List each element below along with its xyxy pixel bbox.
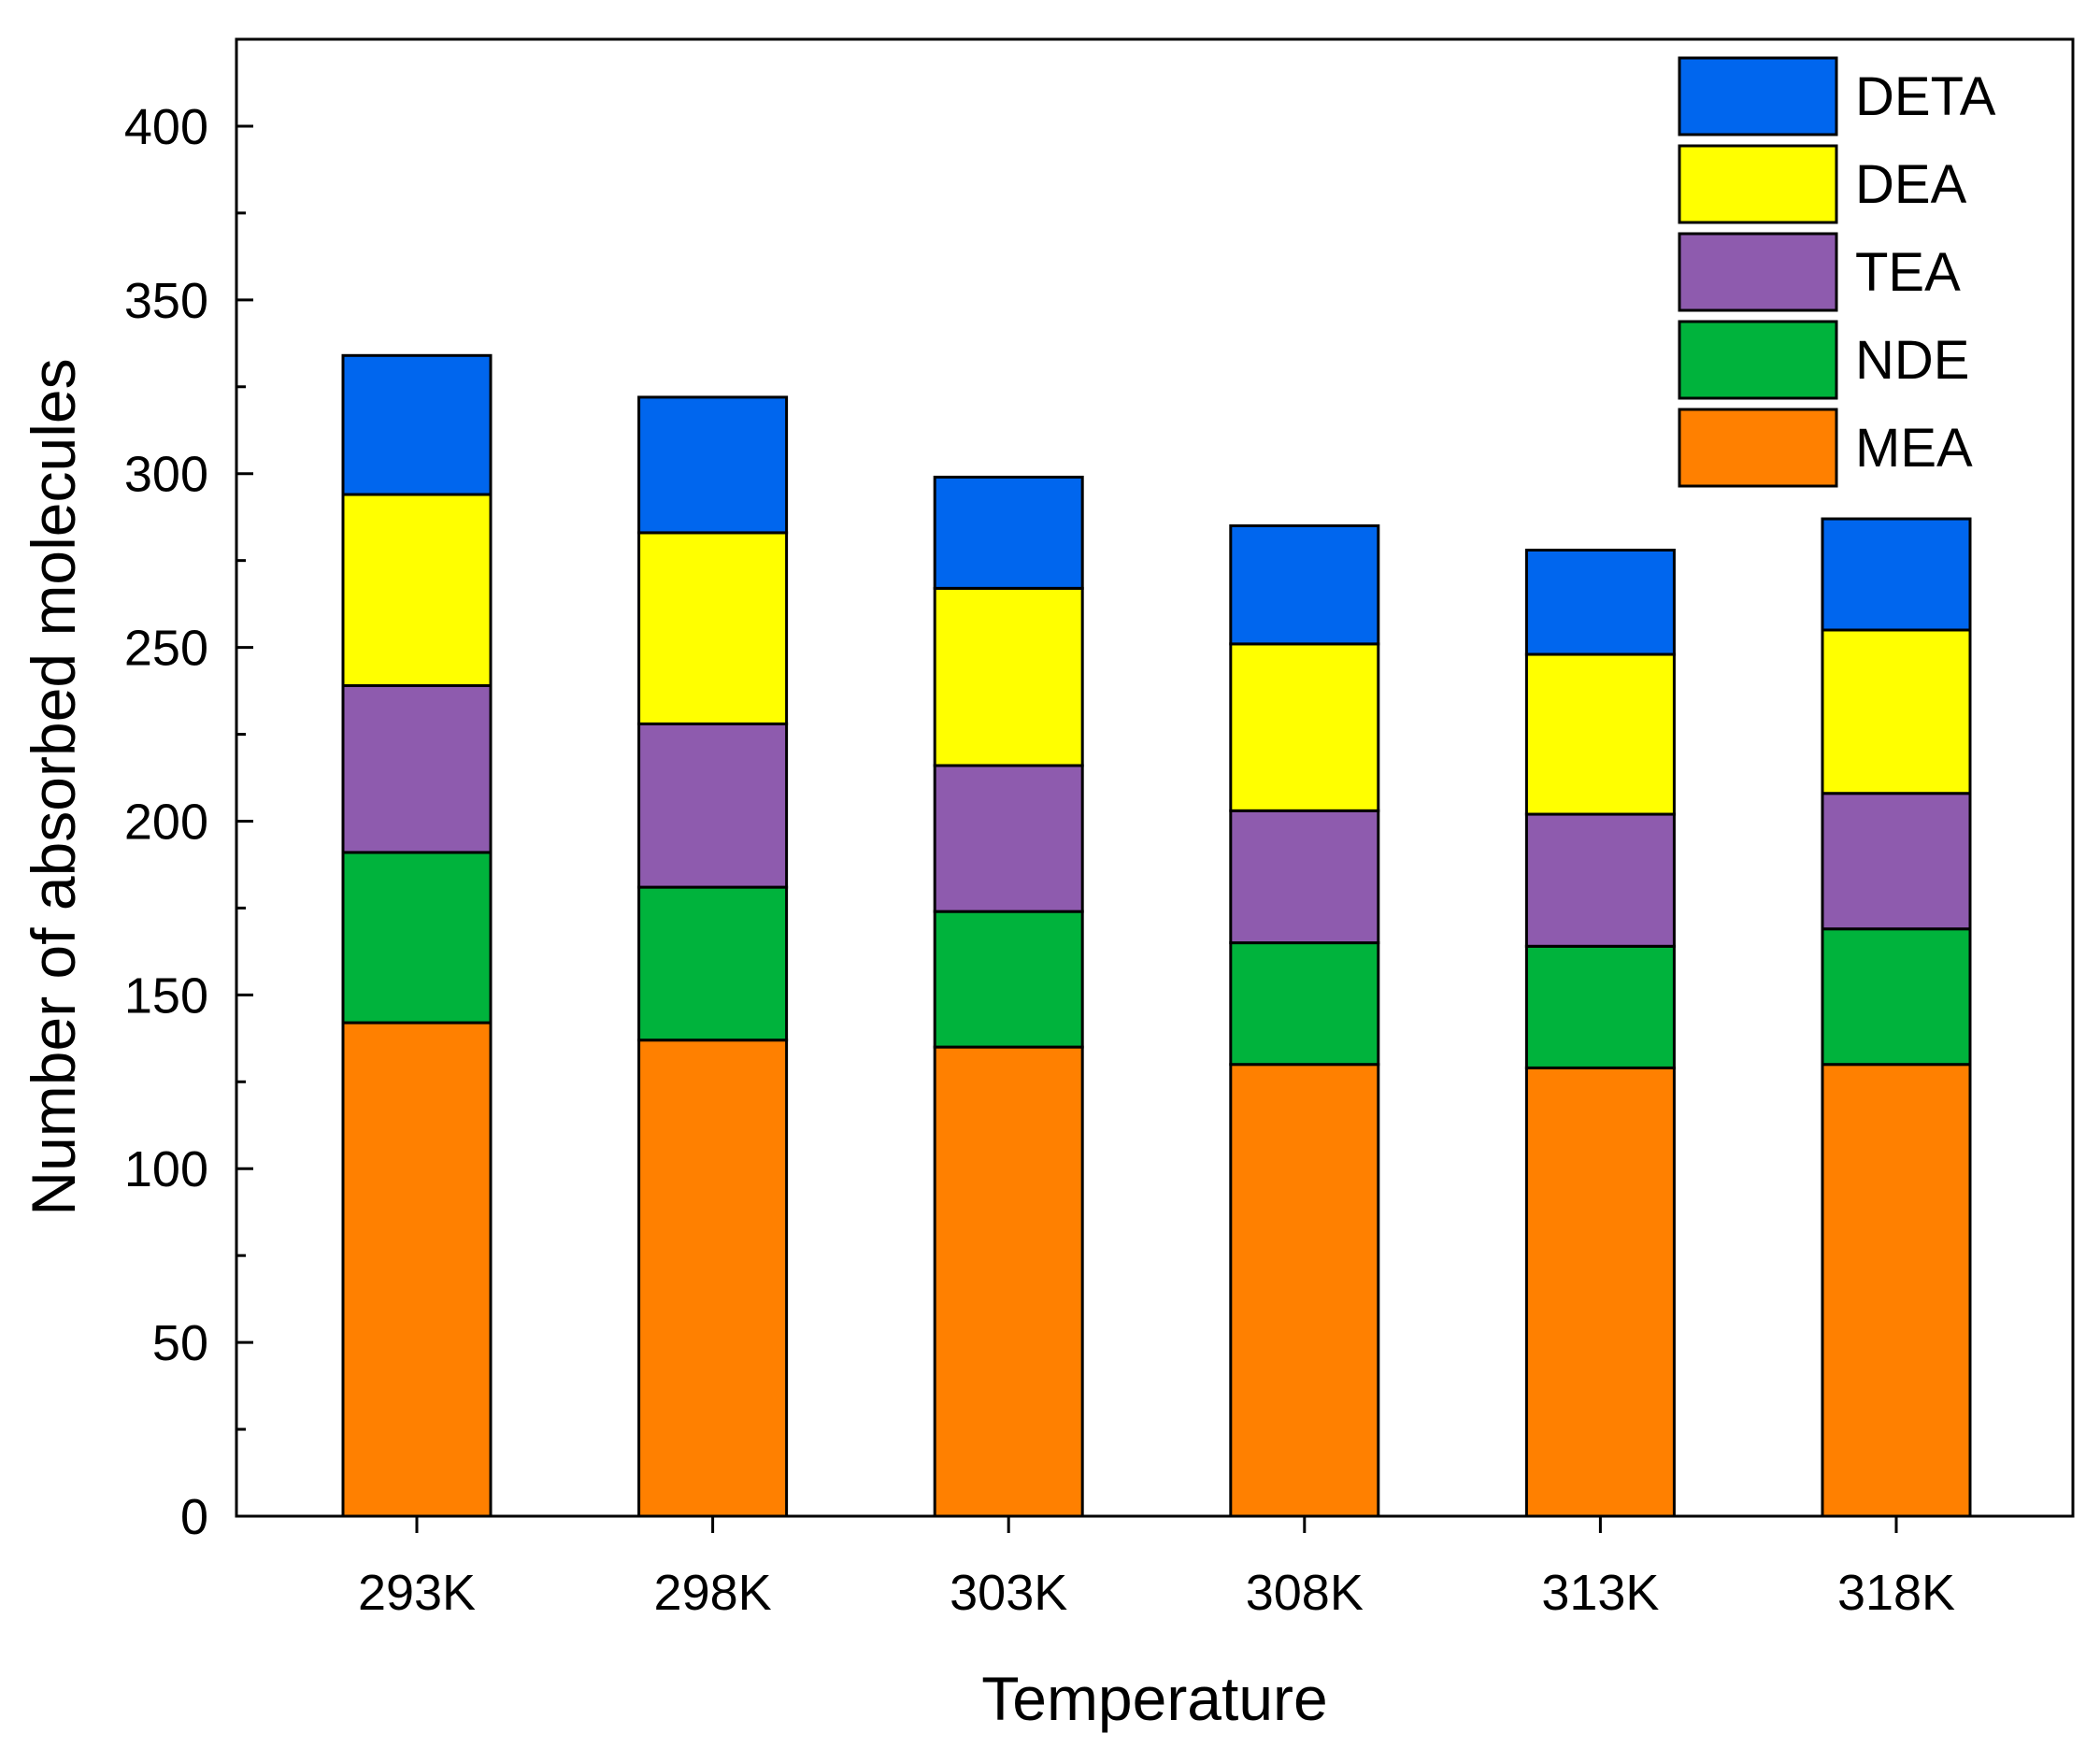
bar-segment-tea-308k: [1229, 809, 1380, 945]
bar-segment-mea-318k: [1821, 1063, 1972, 1518]
legend-swatch-nde: [1678, 320, 1838, 400]
bar-segment-nde-293k: [341, 851, 493, 1024]
y-tick-label: 100: [124, 1141, 208, 1197]
bar-segment-dea-313k: [1524, 652, 1676, 816]
bar-segment-dea-293k: [341, 493, 493, 687]
bar-segment-nde-318k: [1821, 927, 1972, 1067]
x-tick-label: 313K: [1541, 1565, 1659, 1621]
bar-segment-deta-293k: [341, 353, 493, 496]
y-tick-label: 350: [124, 273, 208, 329]
bar-segment-tea-313k: [1524, 812, 1676, 948]
legend-swatch-dea: [1678, 144, 1838, 224]
y-tick-label: 300: [124, 447, 208, 503]
bars: [341, 353, 1972, 1518]
plot-frame: [235, 37, 2075, 1518]
bar-segment-deta-313k: [1524, 548, 1676, 656]
legend: DETA DEA TEA NDE MEA: [1678, 56, 1996, 488]
y-axis-title: Number of absorbed molecules: [19, 358, 88, 1215]
bar-segment-mea-298k: [637, 1039, 789, 1518]
legend-swatch-mea: [1678, 408, 1838, 488]
bar-segment-mea-293k: [341, 1021, 493, 1518]
x-tick-label: 293K: [358, 1565, 476, 1621]
bar-segment-dea-308k: [1229, 642, 1380, 812]
bar-segment-mea-303k: [933, 1045, 1084, 1518]
bar-segment-deta-298k: [637, 395, 789, 535]
x-axis-title: Temperature: [981, 1664, 1328, 1733]
y-axis: 0 50 100 150 200 250 300 350 400: [124, 99, 253, 1545]
y-tick-label: 50: [152, 1315, 208, 1371]
bar-segment-dea-318k: [1821, 628, 1972, 795]
legend-label-tea: TEA: [1855, 242, 1961, 303]
legend-label-deta: DETA: [1855, 66, 1996, 127]
x-tick-label: 298K: [654, 1565, 772, 1621]
bar-segment-tea-318k: [1821, 792, 1972, 931]
x-tick-label: 308K: [1246, 1565, 1364, 1621]
legend-label-dea: DEA: [1855, 154, 1967, 215]
bar-segment-deta-303k: [933, 475, 1084, 590]
legend-label-nde: NDE: [1855, 330, 1969, 391]
y-tick-label: 150: [124, 967, 208, 1024]
x-axis: 293K 298K 303K 308K 313K 318K: [358, 1516, 1955, 1621]
y-tick-label: 400: [124, 99, 208, 155]
bar-segment-nde-313k: [1524, 944, 1676, 1069]
legend-swatch-deta: [1678, 56, 1838, 136]
bar-segment-dea-303k: [933, 586, 1084, 767]
bar-segment-dea-298k: [637, 531, 789, 725]
bar-segment-nde-298k: [637, 885, 789, 1042]
bar-segment-mea-313k: [1524, 1066, 1676, 1518]
bar-segment-tea-303k: [933, 764, 1084, 913]
legend-swatch-tea: [1678, 232, 1838, 312]
bar-segment-tea-298k: [637, 722, 789, 889]
bar-segment-nde-308k: [1229, 941, 1380, 1067]
y-tick-label: 200: [124, 794, 208, 850]
y-tick-label: 250: [124, 621, 208, 677]
bar-segment-deta-308k: [1229, 523, 1380, 646]
bar-segment-mea-308k: [1229, 1063, 1380, 1518]
bar-segment-nde-303k: [933, 910, 1084, 1049]
x-tick-label: 318K: [1837, 1565, 1955, 1621]
x-tick-label: 303K: [950, 1565, 1067, 1621]
bar-segment-tea-293k: [341, 683, 493, 854]
bar-segment-deta-318k: [1821, 517, 1972, 632]
y-tick-label: 0: [180, 1489, 208, 1545]
legend-label-mea: MEA: [1855, 418, 1973, 479]
